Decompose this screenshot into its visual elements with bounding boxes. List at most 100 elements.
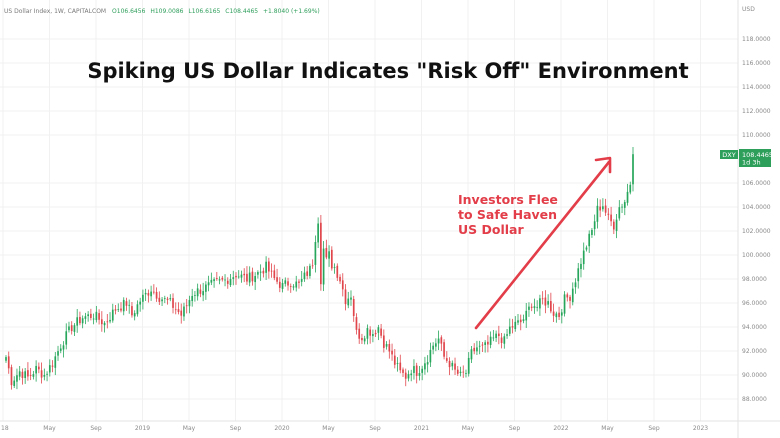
candle-up [133,313,136,317]
candle-up [421,368,424,373]
candle-down [158,297,161,302]
x-tick-label: May [183,425,196,432]
candle-up [377,327,380,333]
candle-up [426,362,429,365]
candle-down [330,249,333,269]
x-tick-label: May [601,425,614,432]
price-tag-countdown: 1d 3h [742,159,761,167]
candle-down [462,371,465,373]
candle-down [270,270,273,272]
x-tick-label: Sep [90,425,102,432]
candle-down [388,344,391,352]
candle-up [300,279,303,282]
candle-up [92,318,95,320]
y-tick-label: 100.0000 [742,252,771,259]
grid-lines [0,0,738,421]
candle-up [32,374,35,377]
candle-up [76,317,79,326]
candle-up [489,336,492,345]
candle-up [347,298,350,306]
candle-down [610,214,612,222]
price-axis-labels: 88.0000 90.0000 92.0000 94.0000 96.0000 98.00… [742,36,771,403]
candle-up [139,301,142,305]
candle-up [470,349,473,360]
candle-down [382,335,385,348]
candle-up [328,251,330,259]
candle-down [358,328,361,339]
candle-up [59,348,62,351]
candle-down [174,309,177,311]
candle-up [467,357,470,374]
candle-down [215,278,218,280]
candle-up [539,298,541,309]
candle-up [35,365,37,374]
candle-up [84,316,87,319]
ohlc-legend: US Dollar Index, 1W, CAPITALCOM O106.645… [4,8,320,15]
candle-down [251,271,254,282]
candle-up [237,276,240,278]
candle-down [180,310,183,316]
candle-up [536,306,539,308]
candle-down [27,370,29,377]
candle-down [361,337,363,341]
candle-down [569,296,571,301]
candle-down [473,347,476,352]
candle-down [278,281,281,288]
candle-up [95,311,98,321]
annotation-line-2: to Safe Haven [458,207,557,222]
candle-up [232,277,235,279]
x-tick-label: 2021 [414,425,429,432]
y-tick-label: 118.0000 [742,36,771,43]
y-tick-label: 110.0000 [742,132,771,139]
y-tick-label: 92.0000 [742,348,767,355]
candle-down [29,375,32,376]
candle-up [109,319,111,322]
ohlc-low: L106.6165 [188,8,220,15]
candle-up [571,288,574,303]
candle-down [374,332,377,335]
candle-up [385,344,388,347]
candle-up [465,373,467,374]
ohlc-symbol: US Dollar Index, 1W, CAPITALCOM [4,8,106,15]
candle-up [43,375,46,377]
chart-title: Spiking US Dollar Indicates "Risk Off" E… [87,59,688,83]
candle-up [615,219,618,231]
y-tick-label: 94.0000 [742,324,767,331]
x-tick-label: 2019 [135,425,150,432]
x-tick-label: Sep [230,425,242,432]
candle-up [218,279,221,281]
candle-up [547,301,549,305]
candle-down [51,365,54,367]
candle-up [57,351,59,356]
candle-up [210,279,213,283]
candle-up [48,365,51,373]
price-axis-unit: USD [742,6,755,13]
candle-down [541,298,544,300]
candle-up [68,326,70,331]
ohlc-change: +1.8040 (+1.69%) [263,8,320,15]
y-tick-label: 88.0000 [742,396,767,403]
candle-up [122,299,125,312]
candle-up [103,322,106,326]
candle-down [125,301,128,306]
y-tick-label: 98.0000 [742,276,767,283]
candle-down [40,370,43,378]
candle-up [506,334,508,336]
candle-down [298,281,300,283]
candle-up [194,295,196,296]
candle-up [202,291,204,296]
candle-up [188,300,191,307]
candle-down [448,360,451,368]
candle-down [177,309,180,313]
candle-down [166,298,169,300]
candle-down [106,321,109,323]
ohlc-close: C108.4465 [225,8,258,15]
candle-up [435,343,437,347]
candle-down [172,298,174,308]
candle-down [519,319,522,323]
candle-up [363,338,366,342]
y-tick-label: 114.0000 [742,84,771,91]
candle-down [289,286,292,287]
